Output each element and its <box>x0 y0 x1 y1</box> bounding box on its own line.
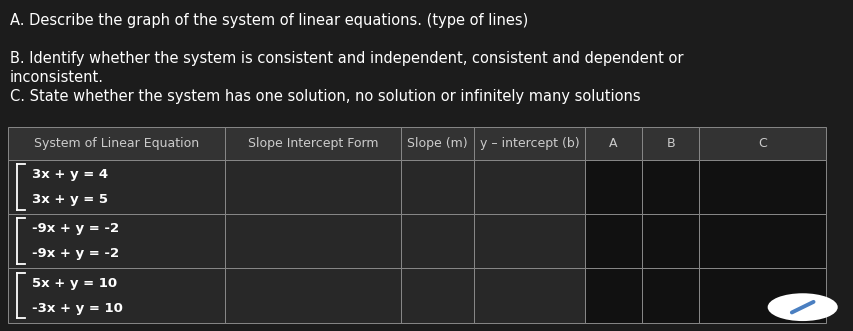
Bar <box>474 214 584 268</box>
Bar <box>584 268 641 323</box>
Bar <box>641 214 699 268</box>
Text: -9x + y = -2: -9x + y = -2 <box>32 247 119 260</box>
Text: C. State whether the system has one solution, no solution or infinitely many sol: C. State whether the system has one solu… <box>10 89 640 104</box>
Text: System of Linear Equation: System of Linear Equation <box>34 137 199 150</box>
Bar <box>584 160 641 214</box>
Bar <box>225 268 400 323</box>
Bar <box>400 127 474 160</box>
Bar <box>699 160 825 214</box>
Bar <box>474 268 584 323</box>
Text: A. Describe the graph of the system of linear equations. (type of lines): A. Describe the graph of the system of l… <box>10 13 528 28</box>
Bar <box>641 160 699 214</box>
Text: 3x + y = 4: 3x + y = 4 <box>32 168 107 181</box>
Bar <box>584 214 641 268</box>
Bar <box>641 268 699 323</box>
Text: Slope Intercept Form: Slope Intercept Form <box>247 137 378 150</box>
Bar <box>400 268 474 323</box>
Text: -9x + y = -2: -9x + y = -2 <box>32 222 119 235</box>
Text: C: C <box>757 137 766 150</box>
Text: 5x + y = 10: 5x + y = 10 <box>32 276 117 290</box>
Bar <box>225 127 400 160</box>
Bar <box>9 160 225 214</box>
Bar <box>400 214 474 268</box>
Bar <box>400 160 474 214</box>
Bar <box>699 214 825 268</box>
Bar <box>641 127 699 160</box>
Text: Slope (m): Slope (m) <box>407 137 467 150</box>
Text: B. Identify whether the system is consistent and independent, consistent and dep: B. Identify whether the system is consis… <box>10 51 682 85</box>
Bar <box>9 214 225 268</box>
Bar <box>474 160 584 214</box>
Text: A: A <box>608 137 617 150</box>
Bar <box>699 127 825 160</box>
Bar <box>225 214 400 268</box>
Bar <box>9 127 225 160</box>
Text: -3x + y = 10: -3x + y = 10 <box>32 302 123 314</box>
Bar <box>9 268 225 323</box>
Bar <box>699 268 825 323</box>
Bar <box>474 127 584 160</box>
Bar <box>584 127 641 160</box>
Circle shape <box>767 293 837 321</box>
Bar <box>225 160 400 214</box>
Text: y – intercept (b): y – intercept (b) <box>479 137 579 150</box>
Text: B: B <box>665 137 674 150</box>
Text: 3x + y = 5: 3x + y = 5 <box>32 193 107 206</box>
